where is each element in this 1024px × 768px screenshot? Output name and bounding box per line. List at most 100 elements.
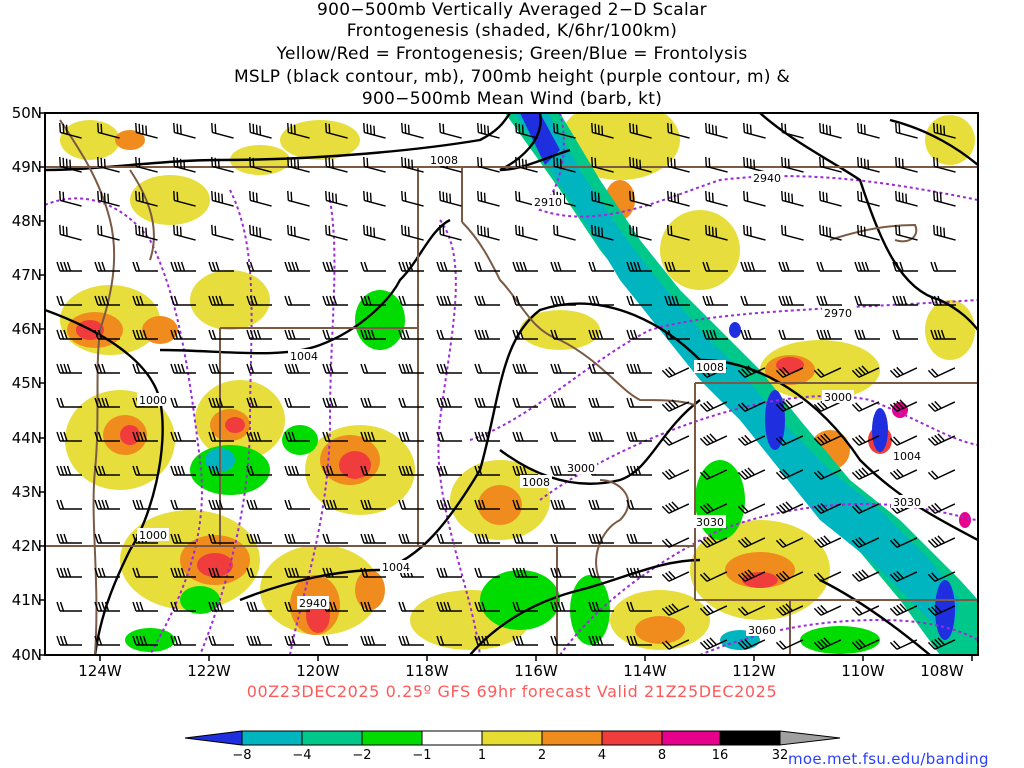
title-line-5: 900−500mb Mean Wind (barb, kt) [361, 89, 663, 109]
wind-barb [930, 329, 956, 340]
wind-barb [895, 156, 918, 173]
wind-barb [398, 635, 424, 646]
height-label: 3000 [567, 462, 595, 475]
wind-barb [851, 605, 880, 616]
wind-barb [135, 122, 158, 139]
wind-barb [737, 569, 766, 582]
wind-barb [550, 567, 576, 578]
wind-barb [512, 363, 538, 374]
wind-barb [857, 224, 880, 241]
wind-barb [173, 224, 196, 241]
wind-barb [775, 468, 804, 480]
wind-barb [626, 431, 652, 442]
wind-barb [813, 400, 842, 412]
wind-barb [661, 399, 690, 412]
wind-barb [661, 366, 690, 378]
wind-barb [246, 261, 272, 272]
wind-barb [667, 156, 690, 173]
wind-barb [889, 537, 918, 548]
wind-barb [436, 533, 462, 544]
wind-barb [737, 467, 766, 480]
wind-barb [401, 122, 424, 139]
wind-barb [629, 156, 652, 173]
wind-barb [170, 601, 196, 612]
wind-barb [363, 190, 386, 207]
colorbar-label: −2 [352, 748, 372, 763]
wind-barb [591, 122, 614, 139]
wind-barb [211, 190, 234, 207]
wind-barb [208, 431, 234, 442]
wind-barb [737, 401, 766, 412]
wind-barb [287, 224, 310, 241]
mslp-label: 1004 [290, 350, 318, 363]
wind-barb [851, 503, 880, 514]
wind-barb [436, 499, 462, 510]
wind-barb [284, 567, 310, 578]
wind-barb [813, 637, 842, 650]
wind-barb [246, 363, 272, 374]
wind-barb [363, 224, 386, 241]
wind-barb [360, 261, 386, 272]
wind-barb [170, 261, 196, 272]
wind-barb [246, 499, 272, 510]
wind-barb [284, 601, 310, 612]
lon-label: 108W [920, 662, 964, 680]
wind-barb [661, 468, 690, 480]
wind-barb [591, 190, 614, 207]
wind-barb [512, 567, 538, 578]
wind-barb [59, 156, 82, 173]
wind-barb [515, 122, 538, 139]
wind-barb [436, 601, 462, 612]
wind-barb [895, 190, 918, 207]
wind-barb [927, 433, 956, 446]
wind-barb [816, 261, 842, 272]
wind-barb [170, 499, 196, 510]
wind-barb [629, 122, 652, 139]
colorbar-label: −8 [232, 748, 252, 763]
wind-barb [743, 190, 766, 207]
colorbar-label: 32 [771, 748, 789, 763]
wind-barb [775, 537, 804, 548]
wind-barb [553, 122, 576, 139]
wind-barb [132, 635, 158, 646]
wind-barb [889, 603, 918, 616]
wind-barb [360, 363, 386, 374]
wind-barb [322, 635, 348, 646]
wind-barb [854, 295, 880, 306]
wind-barb [284, 635, 310, 646]
wind-barb [927, 604, 956, 616]
colorbar-label: 4 [597, 748, 607, 763]
wind-barb [705, 122, 728, 139]
colorbar-cell [541, 730, 603, 746]
wind-barb [892, 295, 918, 306]
wind-barb [702, 329, 728, 340]
lon-label: 112W [732, 662, 776, 680]
wind-barb [246, 397, 272, 408]
lon-label: 122W [187, 662, 231, 680]
wind-barb [740, 295, 766, 306]
height-label: 3060 [748, 624, 776, 637]
wind-barb [740, 261, 766, 272]
wind-barb [170, 329, 196, 340]
wind-barb [512, 329, 538, 340]
wind-barb [170, 397, 196, 408]
wind-barb [246, 533, 272, 544]
wind-barb [474, 397, 500, 408]
wind-barb [360, 295, 386, 306]
wind-barb [322, 567, 348, 578]
lat-label: 47N [11, 266, 42, 284]
wind-barb [173, 122, 196, 139]
wind-barb [398, 431, 424, 442]
wind-barb [661, 501, 690, 514]
lat-label: 42N [11, 537, 42, 555]
lon-label: 118W [405, 662, 449, 680]
wind-barb [699, 535, 728, 548]
colorbar-cell [481, 730, 543, 746]
wind-barb [322, 363, 348, 374]
wind-barb [56, 635, 82, 646]
colorbar-label: 16 [711, 748, 729, 763]
wind-barb [325, 156, 348, 173]
wind-barb [813, 469, 842, 480]
wind-barb [170, 567, 196, 578]
wind-barb [857, 156, 880, 173]
